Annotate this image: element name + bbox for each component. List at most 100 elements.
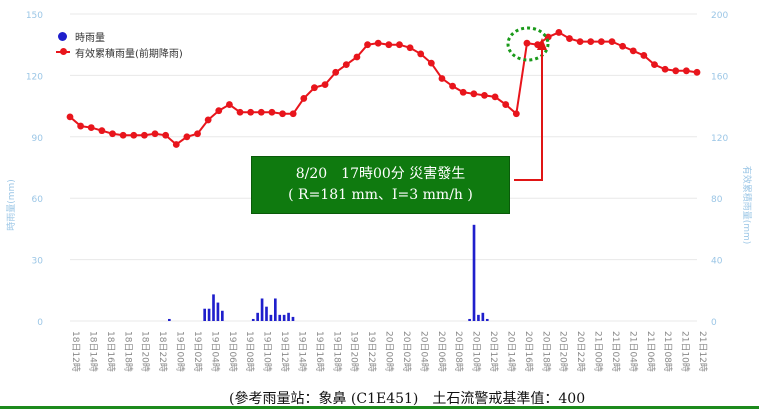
cumulative-rain-point [140,131,148,139]
x-tick-label: 20日06時 [436,331,447,372]
hourly-rain-bar [265,306,268,321]
x-tick-label: 20日22時 [575,331,586,372]
left-tick-label: 0 [37,318,43,328]
cumulative-rain-point [619,42,627,50]
hourly-rain-bar [485,318,489,321]
cumulative-rain-point [257,108,265,116]
cumulative-rain-point [555,29,563,36]
hourly-rain-bar [221,310,224,321]
hourly-rain-bar [468,318,471,321]
line-points [66,29,701,148]
cumulative-rain-point [289,110,297,118]
cumulative-rain-point [162,131,170,139]
x-tick-label: 19日02時 [192,331,203,372]
cumulative-rain-point [459,88,467,96]
x-tick-label: 19日12時 [279,331,290,372]
hourly-rain-bars [168,224,489,321]
cumulative-rain-point [682,67,690,75]
hourly-rain-bar [481,312,485,321]
hourly-rain-bar [203,308,206,321]
x-tick-label: 18日14時 [87,331,98,372]
cumulative-rain-point [300,95,308,102]
x-axis-ticks: 18日12時 18日14時 18日16時 18日18時 18日20時 18日22時 19日0… [70,331,708,372]
cumulative-rain-point [406,44,414,52]
cumulative-rain-point [332,68,340,76]
cumulative-rain-point [236,108,244,116]
bottom-rule [0,406,759,409]
cumulative-rain-point [523,39,531,47]
x-tick-label: 20日04時 [418,331,429,372]
left-axis-label: 時雨量(mm) [6,179,17,231]
disaster-event-callout: 8/20 17時00分 災害發生 ( R=181 mm、I=3 mm/h ) [251,156,510,214]
chart-legend: 時雨量 有效累積雨量(前期降雨) [56,28,183,60]
right-tick-label: 200 [711,11,728,21]
event-highlight-circle [506,26,550,62]
x-tick-label: 20日08時 [453,331,464,372]
x-tick-label: 21日04時 [627,331,638,372]
hourly-rain-bar [282,314,286,321]
right-axis-ticks: 0 40 80 120 160 200 [711,11,728,328]
x-tick-label: 19日18時 [331,331,342,372]
hourly-rain-bar [287,312,290,321]
left-tick-label: 120 [26,72,43,82]
cumulative-rain-point [130,131,138,139]
x-tick-label: 20日16時 [523,331,534,372]
left-tick-label: 30 [32,257,44,267]
right-tick-label: 0 [711,318,717,328]
right-tick-label: 80 [711,195,723,205]
left-tick-label: 90 [32,134,44,144]
cumulative-rain-point [491,93,499,101]
hourly-rain-bar [273,298,277,321]
cumulative-rain-point [183,133,191,141]
cumulative-rain-point [576,38,584,46]
cumulative-rain-point [385,41,393,49]
cumulative-rain-point [204,116,212,124]
x-tick-label: 21日02時 [610,331,621,372]
cumulative-rain-point [597,38,605,46]
cumulative-rain-point [470,90,478,98]
hourly-rain-bar [260,298,264,321]
event-pointer-line [514,48,543,181]
x-tick-label: 18日12時 [70,331,81,372]
hourly-rain-bar [168,318,171,321]
x-tick-label: 20日00時 [384,331,395,372]
cumulative-rain-point [321,81,329,89]
x-tick-label: 21日12時 [697,331,708,372]
reference-station-note: (參考雨量站：象鼻 (C1E451) 土石流警戒基準值：400 [229,391,586,407]
x-tick-label: 19日22時 [366,331,377,372]
hourly-rain-bar [216,302,220,321]
cumulative-rain-point [502,101,510,108]
x-tick-label: 19日14時 [296,331,307,372]
cumulative-rain-point [396,41,403,49]
hourly-rain-bar [256,312,259,321]
hourly-rain-bar [477,314,480,321]
x-tick-label: 18日22時 [157,331,168,372]
x-tick-label: 20日20時 [558,331,569,372]
event-pointer-arrowhead [537,38,547,50]
right-tick-label: 40 [711,257,723,267]
cumulative-rain-point [226,101,233,108]
x-tick-label: 20日10時 [471,331,482,372]
hourly-rain-bar [251,318,255,321]
x-tick-label: 21日08時 [662,331,673,372]
x-tick-label: 19日20時 [349,331,360,372]
hourly-rain-bar [207,308,211,321]
x-tick-label: 19日06時 [227,331,238,372]
cumulative-rain-point [151,130,159,138]
right-tick-label: 160 [711,72,728,82]
left-axis-ticks: 0 30 60 90 120 150 [26,11,43,328]
x-tick-label: 21日00時 [593,331,604,372]
x-tick-label: 19日08時 [244,331,255,372]
cumulative-rain-point [342,61,350,69]
cumulative-rain-point [87,124,95,131]
x-tick-label: 21日10時 [680,331,691,372]
hourly-rain-bar [291,316,295,321]
x-tick-label: 19日04時 [209,331,220,372]
right-axis-label: 有效累積雨量(mm) [741,166,753,245]
cumulative-rain-point [438,75,446,82]
x-tick-label: 19日16時 [314,331,325,372]
cumulative-rain-point [268,108,276,116]
cumulative-rain-point [481,91,488,99]
cumulative-rain-point [566,35,573,42]
